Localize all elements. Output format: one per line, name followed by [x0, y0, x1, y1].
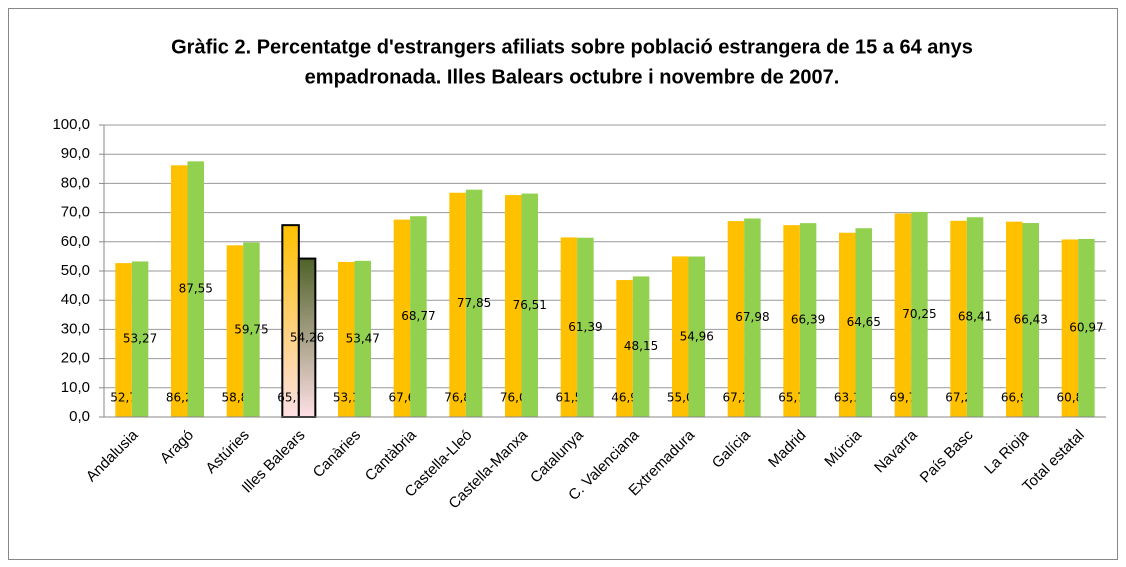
bar: [727, 221, 745, 417]
bar: [632, 276, 650, 417]
data-label: 53,27: [123, 332, 157, 346]
bar: [744, 218, 761, 417]
data-label: 67,98: [735, 310, 769, 324]
bar: [560, 237, 578, 417]
chart-title: Gràfic 2. Percentatge d'estrangers afili…: [171, 36, 973, 58]
bar: [171, 165, 188, 417]
y-tick-label: 100,0: [52, 116, 90, 133]
bar: [1061, 239, 1079, 417]
data-label: 63,1: [834, 391, 861, 405]
data-label: 70,25: [902, 307, 936, 321]
y-tick-label: 20,0: [61, 350, 90, 367]
data-label: 69,7: [890, 391, 917, 405]
bar: [894, 213, 912, 417]
bar: [1022, 223, 1039, 417]
bar: [505, 195, 522, 417]
bar: [1078, 238, 1095, 417]
y-tick-label: 70,0: [61, 204, 90, 221]
data-label: 66,39: [791, 313, 825, 327]
data-label: 76,0: [500, 391, 527, 405]
data-label: 48,15: [624, 339, 658, 353]
data-label: 55,0: [667, 391, 694, 405]
data-label: 60,8: [1057, 391, 1084, 405]
bar: [115, 263, 132, 417]
bar: [577, 237, 594, 417]
bar: [338, 261, 355, 417]
y-tick-label: 0,0: [69, 408, 90, 425]
data-label: 53,47: [346, 331, 380, 345]
data-label: 67,6: [389, 391, 416, 405]
data-label: 53,1: [333, 391, 360, 405]
bar: [688, 256, 705, 417]
bar: [1006, 221, 1023, 417]
bar: [839, 232, 856, 417]
data-label: 66,43: [1014, 313, 1048, 327]
bar: [521, 193, 538, 417]
bar: [616, 280, 633, 417]
bar: [799, 223, 817, 417]
data-label: 66,9: [1001, 391, 1028, 405]
data-label: 65,7: [778, 391, 805, 405]
bar: [187, 161, 204, 417]
data-label: 76,51: [513, 298, 547, 312]
y-tick-label: 30,0: [61, 320, 90, 337]
bar: [410, 216, 427, 417]
data-label: 61,5: [556, 391, 583, 405]
bar: [281, 224, 300, 418]
bar: [950, 220, 967, 417]
data-label: 77,85: [457, 296, 491, 310]
bar: [226, 245, 244, 417]
data-label: 54,96: [680, 329, 714, 343]
y-tick-label: 40,0: [61, 291, 90, 308]
bar: [783, 225, 800, 417]
data-label: 87,55: [179, 282, 213, 296]
y-tick-label: 60,0: [61, 233, 90, 250]
data-label: 52,7: [110, 391, 137, 405]
bar: [243, 242, 260, 417]
y-tick-label: 10,0: [61, 379, 90, 396]
bar: [966, 217, 984, 417]
data-label: 68,77: [401, 309, 435, 323]
bar: [855, 228, 872, 417]
data-label: 64,65: [847, 315, 881, 329]
data-label: 54,26: [290, 330, 324, 344]
chart-title: empadronada. Illes Balears octubre i nov…: [305, 66, 840, 88]
bar: [449, 192, 466, 417]
data-label: 58,8: [222, 391, 249, 405]
data-label: 60,97: [1069, 320, 1103, 334]
data-label: 65,7: [277, 391, 304, 405]
data-label: 46,9: [611, 391, 638, 405]
data-label: 67,2: [945, 391, 972, 405]
y-tick-label: 80,0: [61, 174, 90, 191]
data-label: 61,39: [568, 320, 602, 334]
bar: [131, 261, 149, 417]
y-tick-label: 50,0: [61, 262, 90, 279]
bar: [393, 219, 411, 417]
data-label: 86,2: [166, 391, 193, 405]
bar: [354, 260, 371, 417]
bar: [465, 189, 483, 417]
data-label: 59,75: [234, 322, 268, 336]
data-label: 76,8: [444, 391, 471, 405]
bar: [672, 256, 689, 417]
data-label: 68,41: [958, 310, 992, 324]
bar: [911, 211, 928, 417]
y-tick-label: 90,0: [61, 145, 90, 162]
data-label: 67,1: [723, 391, 750, 405]
